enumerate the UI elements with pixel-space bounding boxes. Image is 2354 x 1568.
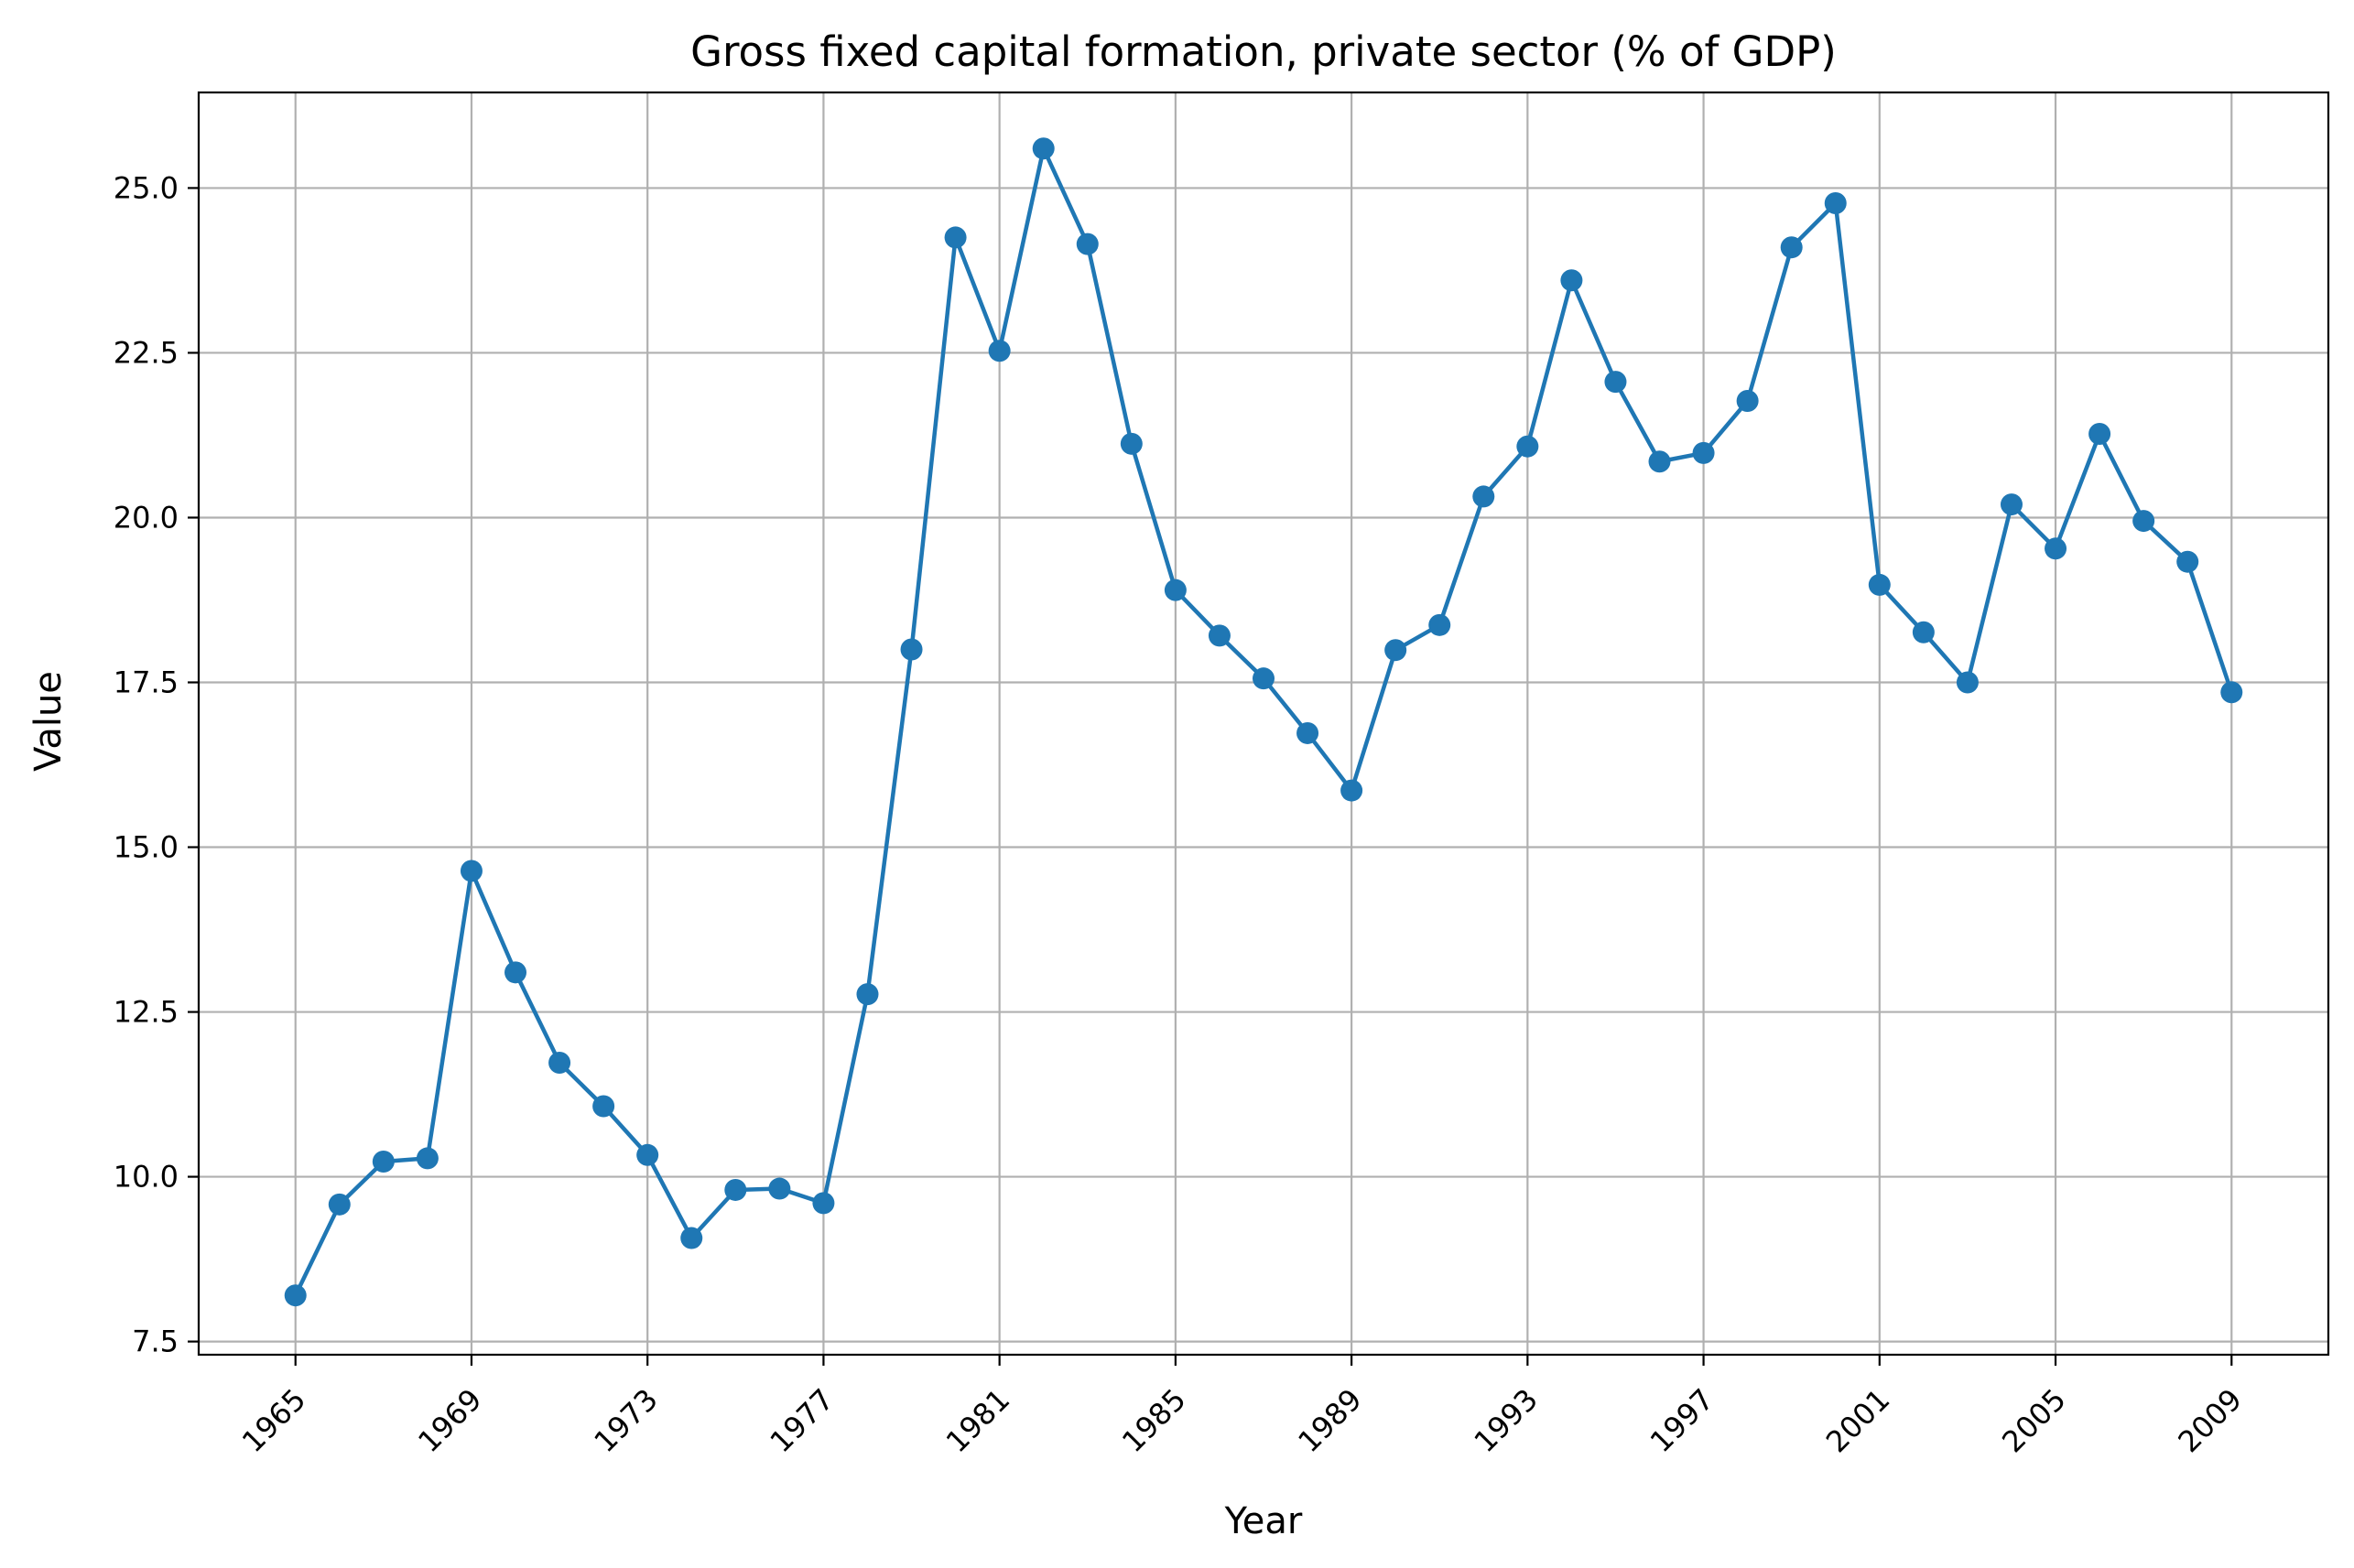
- data-point: [2220, 681, 2243, 704]
- data-point: [900, 638, 923, 661]
- data-point: [1120, 432, 1143, 455]
- data-point: [1560, 269, 1583, 292]
- data-point: [592, 1095, 615, 1118]
- data-point: [1032, 137, 1055, 160]
- data-point: [856, 983, 879, 1006]
- data-point: [1384, 639, 1407, 662]
- data-point: [1296, 721, 1319, 744]
- data-point: [1516, 435, 1539, 458]
- data-point: [1780, 236, 1803, 259]
- plot-frame: [197, 91, 2330, 1357]
- y-tick-label: 15.0: [114, 830, 179, 865]
- data-point: [1604, 371, 1627, 394]
- marker-layer: [284, 137, 2243, 1307]
- data-point: [1076, 232, 1099, 255]
- data-point: [812, 1192, 835, 1215]
- data-point: [416, 1147, 439, 1170]
- y-axis-ticks: 7.5 10.0 12.5 15.0 17.5 20.0 22.5 25.0: [114, 170, 199, 1359]
- data-point: [988, 340, 1011, 362]
- y-tick-label: 25.0: [114, 170, 179, 205]
- data-point: [504, 961, 527, 984]
- y-tick-label: 17.5: [114, 665, 179, 699]
- data-point: [284, 1284, 307, 1307]
- data-point: [2045, 537, 2067, 560]
- y-tick-label: 12.5: [114, 995, 179, 1030]
- data-point: [944, 226, 967, 249]
- data-point: [1208, 624, 1231, 647]
- data-point: [1956, 671, 1979, 694]
- chart-title: Gross fixed capital formation, private s…: [690, 27, 1837, 76]
- data-point: [636, 1143, 659, 1166]
- y-tick-label: 22.5: [114, 335, 179, 370]
- data-point: [1164, 579, 1187, 601]
- data-point: [1340, 779, 1363, 802]
- data-point: [1824, 191, 1847, 214]
- data-point: [680, 1227, 703, 1249]
- y-axis-label: Value: [27, 671, 70, 772]
- data-point: [548, 1051, 571, 1074]
- data-point: [1648, 450, 1671, 473]
- y-tick-label: 20.0: [114, 500, 179, 535]
- data-point: [460, 860, 483, 882]
- data-point: [1868, 573, 1891, 596]
- data-point: [328, 1193, 351, 1216]
- data-point: [2088, 423, 2111, 446]
- data-point: [1472, 485, 1495, 508]
- data-point: [1253, 667, 1275, 690]
- data-point: [724, 1178, 747, 1201]
- data-point: [2132, 510, 2155, 533]
- data-point: [372, 1151, 395, 1173]
- data-point: [1912, 621, 1935, 643]
- x-axis-label: Year: [1224, 1500, 1303, 1542]
- y-tick-label: 7.5: [132, 1325, 179, 1359]
- data-point: [1692, 441, 1715, 464]
- data-point: [1736, 390, 1759, 413]
- data-point: [1428, 613, 1451, 636]
- data-point: [2000, 493, 2023, 516]
- data-point: [2176, 550, 2199, 573]
- y-tick-label: 10.0: [114, 1160, 179, 1195]
- data-point: [768, 1177, 791, 1200]
